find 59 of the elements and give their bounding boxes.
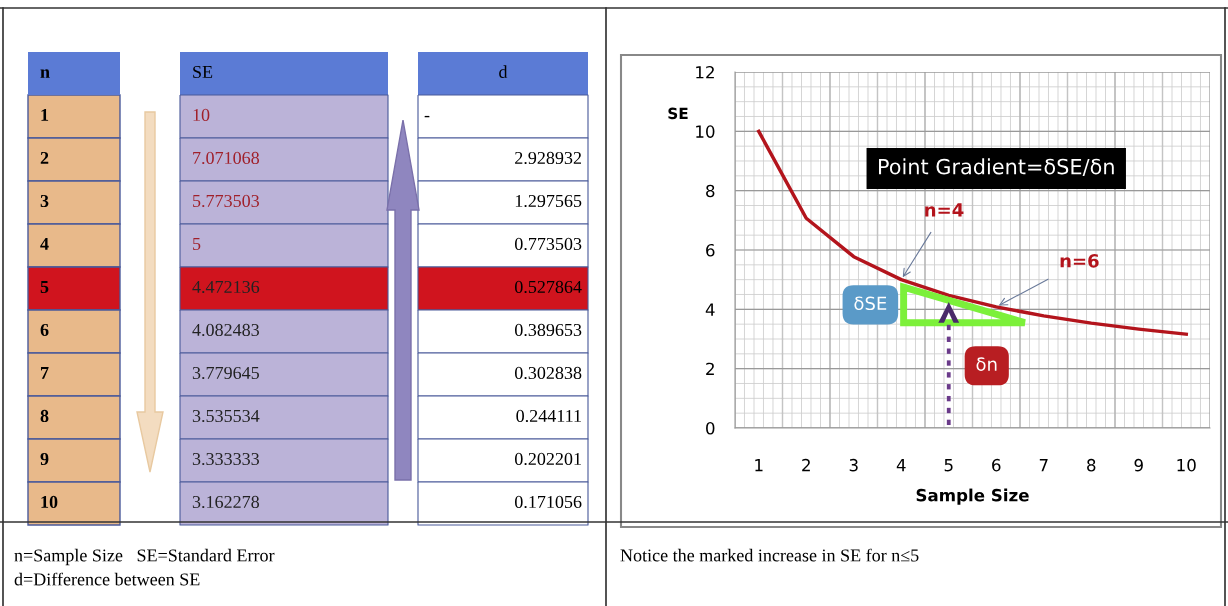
data-label: 3.779645 bbox=[192, 366, 259, 380]
data-label: 0.171056 bbox=[514, 495, 582, 509]
x-tick-label: 2 bbox=[802, 458, 810, 472]
y-tick-label: 4 bbox=[40, 237, 49, 250]
y-axis-title: n bbox=[40, 69, 50, 78]
x-tick-label: 8 bbox=[1087, 458, 1096, 472]
x-tick-label: 7 bbox=[1039, 459, 1048, 472]
data-label: 4.082483 bbox=[192, 323, 259, 337]
x-tick-label: 1 bbox=[755, 459, 763, 472]
y-tick-label: 1 bbox=[41, 108, 49, 121]
data-label: 3.535534 bbox=[192, 409, 260, 423]
data-label: 0.202201 bbox=[514, 452, 581, 466]
y-tick-label: 7 bbox=[41, 367, 49, 379]
y-tick-label: 12 bbox=[696, 65, 714, 79]
annotation: n=4 bbox=[925, 203, 964, 217]
data-label: 2.928932 bbox=[515, 151, 581, 165]
annotation: δn bbox=[976, 357, 997, 371]
annotation: δSE bbox=[854, 296, 887, 311]
y-tick-label: 2 bbox=[40, 151, 49, 164]
text: Notice the marked increase in SE for n≤5 bbox=[620, 548, 919, 562]
data-label: 1.297565 bbox=[515, 194, 582, 208]
x-tick-label: 9 bbox=[1134, 458, 1143, 472]
y-tick-label: 4 bbox=[705, 303, 715, 316]
text: n=Sample Size SE=Standard Error bbox=[14, 548, 275, 566]
data-label: 5 bbox=[193, 238, 201, 251]
x-tick-label: d bbox=[499, 65, 508, 79]
line-series bbox=[757, 129, 1188, 336]
data-label: 7.071068 bbox=[193, 151, 260, 165]
annotation: n=6 bbox=[1060, 253, 1099, 268]
x-tick-label: 3 bbox=[849, 458, 858, 472]
data-label: 3.162278 bbox=[192, 495, 260, 509]
data-label: 0.527864 bbox=[514, 280, 582, 294]
y-tick-label: 6 bbox=[706, 243, 715, 257]
x-tick-label: 4 bbox=[896, 459, 906, 472]
y-axis-title: SE bbox=[668, 107, 688, 120]
x-tick-label: 5 bbox=[944, 459, 953, 472]
data-label: 3.333333 bbox=[192, 452, 259, 466]
y-tick-label: 2 bbox=[706, 362, 714, 375]
y-tick-label: 8 bbox=[706, 184, 715, 198]
data-label: 10 bbox=[193, 108, 210, 122]
data-label: 4.472136 bbox=[192, 280, 260, 294]
y-tick-label: 10 bbox=[41, 495, 58, 509]
data-label: 0.773503 bbox=[514, 237, 582, 251]
y-tick-label: 6 bbox=[40, 323, 49, 337]
x-tick-label: 10 bbox=[1177, 458, 1196, 472]
y-tick-label: 3 bbox=[40, 194, 49, 208]
text: - bbox=[424, 115, 430, 118]
y-tick-label: 8 bbox=[40, 409, 49, 423]
x-tick-label: 6 bbox=[992, 458, 1001, 472]
text: d=Difference between SE bbox=[14, 572, 200, 586]
data-label: 0.244111 bbox=[516, 409, 581, 423]
y-tick-label: 0 bbox=[706, 421, 715, 435]
y-tick-label: 5 bbox=[40, 281, 49, 294]
data-label: 0.389653 bbox=[514, 323, 582, 337]
data-label: 5.773503 bbox=[193, 194, 259, 208]
annotation: Point Gradient=δSE/δn bbox=[879, 158, 1114, 177]
data-label: 0.302838 bbox=[514, 366, 582, 380]
y-tick-label: 10 bbox=[696, 125, 715, 138]
x-axis-title: Sample Size bbox=[916, 488, 1029, 505]
